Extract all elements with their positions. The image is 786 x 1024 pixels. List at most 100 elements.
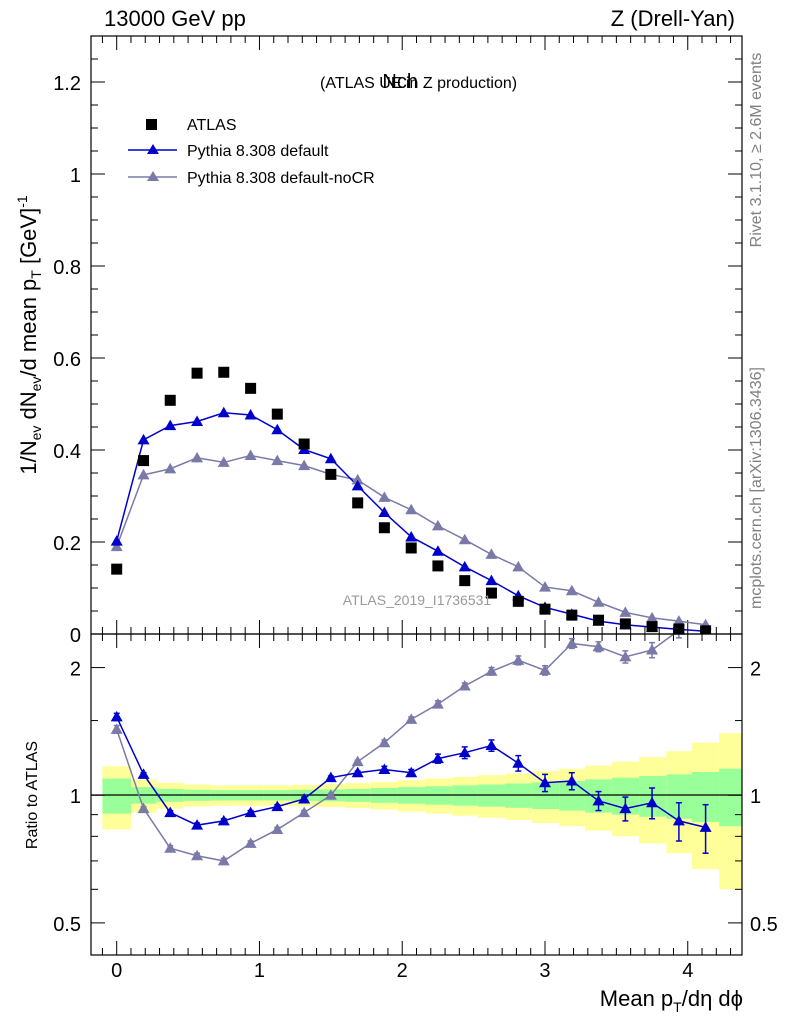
pythia-8-308-default-nocr-point [191, 451, 204, 463]
pythia-8-308-default-point [164, 419, 177, 431]
pythia-8-308-default-nocr-point [512, 560, 525, 572]
ratio-pythia-8-308-default-point [592, 794, 605, 806]
x-axis-title: Mean pT/dη dϕ [600, 986, 743, 1015]
ratio-pythia-8-308-default-nocr-point [110, 723, 123, 734]
ratio-y-tick-label: 1 [70, 786, 81, 808]
main-y-tick-label: 0.4 [53, 441, 81, 463]
pythia-8-308-default-nocr-point [217, 456, 230, 467]
analysis-label: ATLAS_2019_I1736531 [343, 592, 492, 608]
atlas-point [512, 595, 524, 607]
legend-atlas-label: ATLAS [187, 117, 237, 134]
ratio-pythia-8-308-default-point [351, 766, 364, 778]
ratio-series [110, 634, 712, 866]
main-y-tick-label: 0.2 [53, 533, 81, 555]
main-y-tick-labels: 0 0.2 0.4 0.6 0.8 1 1.2 [53, 73, 81, 647]
main-y-tick-label: 0 [70, 625, 81, 647]
rivet-label: Rivet 3.1.10, ≥ 2.6M events [748, 53, 765, 248]
ratio-pythia-8-308-default-nocr-point [271, 823, 284, 835]
mcplots-label: mcplots.cern.ch [arXiv:1306.3436] [748, 367, 765, 609]
x-tick-label: 1 [254, 960, 265, 982]
main-panel: 0 0.2 0.4 0.6 0.8 1 1.2 Nch (ATLAS UE in Z pro… [14, 36, 742, 647]
ratio-pythia-8-308-default-nocr-point [191, 849, 204, 861]
ratio-pythia-8-308-default-nocr-point [164, 842, 177, 853]
ratio-pythia-8-308-default-point [619, 802, 632, 814]
ratio-pythia-8-308-default-point [324, 771, 337, 783]
atlas-point [271, 408, 283, 420]
pythia-8-308-default-point [191, 415, 204, 426]
ratio-pythia-8-308-default-nocr-point [512, 654, 525, 665]
ratio-band-inner [719, 768, 742, 827]
pythia-8-308-default-nocr-point [619, 606, 632, 617]
ratio-axis-ticks [91, 634, 742, 955]
ratio-pythia-8-308-default-point [431, 752, 444, 764]
pythia-8-308-default-nocr-point [458, 533, 471, 545]
pythia-8-308-default-point [324, 452, 337, 464]
pythia-8-308-default-point [110, 535, 123, 546]
pythia-8-308-default-nocr-point [405, 503, 418, 515]
pythia-8-308-default-nocr-point [137, 468, 150, 480]
legend-nocr-marker [147, 171, 159, 181]
pythia-8-308-default-point [458, 560, 471, 572]
process-label: Z (Drell-Yan) [611, 6, 735, 31]
atlas-point [539, 603, 551, 615]
pythia-8-308-default-nocr-point [244, 449, 257, 461]
pythia-8-308-default-point [485, 574, 498, 586]
legend-default-label: Pythia 8.308 default [187, 143, 329, 160]
ratio-y-tick-label-right: 2 [750, 659, 761, 681]
legend-default-marker [147, 144, 159, 154]
atlas-point [673, 623, 685, 634]
atlas-point [352, 497, 364, 509]
ratio-pythia-8-308-default-point [298, 792, 311, 804]
pythia-8-308-default-nocr-point [538, 581, 551, 592]
ratio-pythia-8-308-default-nocr-point [592, 640, 605, 652]
atlas-point [593, 614, 605, 626]
atlas-point [325, 468, 337, 480]
ratio-pythia-8-308-default-nocr-point [538, 664, 551, 675]
ratio-pythia-8-308-default-point [244, 806, 257, 818]
x-tick-label: 2 [397, 960, 408, 982]
atlas-point [245, 382, 257, 394]
main-series [110, 366, 712, 634]
pythia-8-308-default-nocr-point [298, 459, 311, 471]
pythia-8-308-default-nocr-point [271, 454, 284, 466]
pythia-8-308-default-point [405, 530, 418, 542]
ratio-pythia-8-308-default-nocr-point [405, 713, 418, 724]
ratio-band-inner [102, 778, 131, 814]
ratio-panel: 0.5 0.5 1 1 2 2 0 1 2 3 4 Ratio to ATLAS Mean pT/… [24, 634, 778, 1015]
atlas-point [138, 455, 150, 467]
ratio-pythia-8-308-default-nocr-point [298, 806, 311, 818]
ratio-pythia-8-308-default-nocr-point [217, 854, 230, 866]
atlas-point [405, 542, 417, 554]
pythia-8-308-default-point [378, 506, 391, 518]
main-axis-ticks [91, 36, 742, 635]
ratio-pythia-8-308-default-nocr-point [244, 837, 257, 848]
atlas-point [378, 522, 390, 534]
ratio-pythia-8-308-default-nocr-point [485, 665, 498, 676]
atlas-point [700, 625, 712, 634]
atlas-point [111, 563, 123, 575]
ratio-pythia-8-308-default-point [699, 821, 712, 832]
ratio-pythia-8-308-default-point [565, 775, 578, 786]
ratio-pythia-8-308-default-nocr-point [324, 789, 337, 800]
ratio-pythia-8-308-default-nocr-point [137, 802, 150, 814]
pythia-8-308-default-nocr-point [565, 584, 578, 596]
atlas-point [459, 575, 471, 587]
pythia-8-308-default-nocr-point [164, 462, 177, 474]
plot-title: Nch [382, 71, 418, 93]
main-y-tick-label: 1.2 [53, 73, 81, 95]
ratio-pythia-8-308-default-point [458, 746, 471, 758]
pythia-8-308-default-nocr-point [485, 548, 498, 559]
main-y-tick-label: 0.8 [53, 257, 81, 279]
ratio-pythia-8-308-default-point [485, 739, 498, 751]
ratio-pythia-8-308-default-nocr-point [619, 650, 632, 662]
main-y-axis-title: 1/Nev dNev/d mean pT [GeV]-1 [14, 195, 44, 475]
main-y-tick-label: 0.6 [53, 349, 81, 371]
ratio-pythia-8-308-default-point [646, 796, 659, 808]
ratio-uncertainty-bands [102, 733, 742, 890]
ratio-pythia-8-308-default-point [164, 806, 177, 818]
atlas-point [191, 367, 203, 379]
ratio-pythia-8-308-default-point [672, 814, 685, 826]
atlas-point [432, 560, 444, 572]
atlas-point [164, 394, 176, 406]
